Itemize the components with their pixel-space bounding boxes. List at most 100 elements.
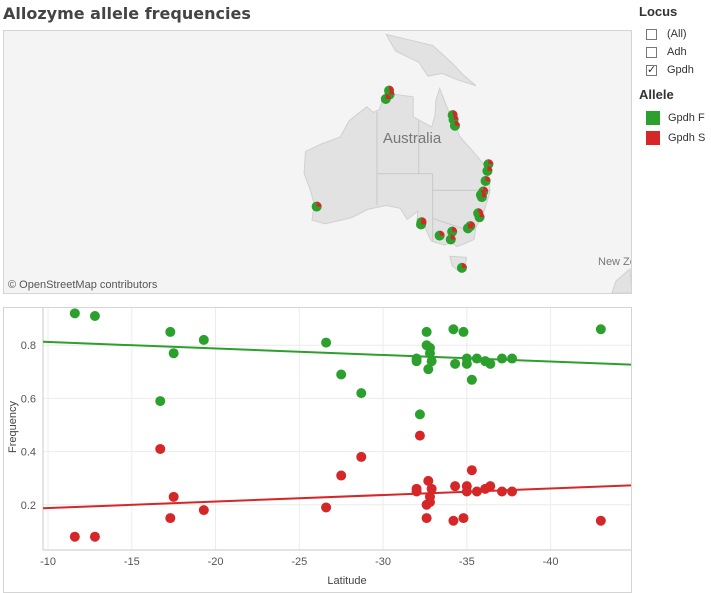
data-point[interactable] <box>89 531 100 542</box>
data-point[interactable] <box>198 505 209 516</box>
data-point[interactable] <box>450 358 461 369</box>
data-point[interactable] <box>485 358 496 369</box>
gpdh-s-slice <box>454 120 460 126</box>
site-marker[interactable] <box>445 234 456 245</box>
data-point[interactable] <box>198 334 209 345</box>
data-point[interactable] <box>89 310 100 321</box>
data-point[interactable] <box>450 481 461 492</box>
data-point[interactable] <box>321 337 332 348</box>
x-tick-label: -15 <box>124 556 140 568</box>
data-point[interactable] <box>168 348 179 359</box>
data-point[interactable] <box>595 324 606 335</box>
data-point[interactable] <box>466 465 477 476</box>
data-point[interactable] <box>165 326 176 337</box>
scatter-panel[interactable]: 0.2 0.4 0.6 0.8 -10 -15 -20 -25 -30 -35 -40 Latitud… <box>3 307 632 593</box>
data-point[interactable] <box>411 356 422 367</box>
checkbox[interactable] <box>646 28 657 40</box>
data-point[interactable] <box>321 502 332 513</box>
chart-title: Allozyme allele frequencies <box>3 4 251 23</box>
checkbox[interactable] <box>646 46 657 58</box>
site-marker[interactable] <box>449 120 460 131</box>
data-point[interactable] <box>336 470 347 481</box>
data-point[interactable] <box>595 515 606 526</box>
data-point[interactable] <box>471 486 482 497</box>
trend-line[interactable] <box>42 484 631 510</box>
gpdh-s-slice <box>478 208 484 214</box>
gpdh-s-slice <box>450 234 456 240</box>
data-point[interactable] <box>458 326 469 337</box>
scatter-plot[interactable]: 0.2 0.4 0.6 0.8 -10 -15 -20 -25 -30 -35 -40 Latitud… <box>4 308 631 592</box>
locus-option[interactable]: Adh <box>646 43 709 61</box>
data-point[interactable] <box>168 491 179 502</box>
site-marker[interactable] <box>416 219 427 230</box>
data-point[interactable] <box>507 486 518 497</box>
data-point[interactable] <box>414 430 425 441</box>
y-tick-label: 0.8 <box>21 340 36 352</box>
data-point[interactable] <box>448 515 459 526</box>
locus-option[interactable]: (All) <box>646 25 709 43</box>
map-canvas[interactable]: Australia New Ze <box>4 31 631 293</box>
data-point[interactable] <box>458 513 469 524</box>
data-point[interactable] <box>424 491 435 502</box>
map-attribution: © OpenStreetMap contributors <box>8 279 158 291</box>
data-point[interactable] <box>448 324 459 335</box>
gpdh-s-slice <box>452 110 458 116</box>
site-marker[interactable] <box>447 226 458 237</box>
site-marker[interactable] <box>482 165 493 176</box>
y-tick-label: 0.4 <box>21 447 36 459</box>
data-point[interactable] <box>155 396 166 407</box>
checkbox[interactable]: ✓ <box>646 63 657 76</box>
site-marker[interactable] <box>474 212 485 223</box>
data-point[interactable] <box>485 481 496 492</box>
data-point[interactable] <box>165 513 176 524</box>
data-point[interactable] <box>461 358 472 369</box>
gpdh-s-slice <box>483 186 489 192</box>
y-tick-label: 0.2 <box>21 500 36 512</box>
data-point[interactable] <box>411 486 422 497</box>
data-point[interactable] <box>426 483 437 494</box>
data-point[interactable] <box>69 531 80 542</box>
map-panel[interactable]: Australia New Ze © OpenStreetMap contribu… <box>3 30 632 294</box>
allele-legend-item[interactable]: Gpdh S <box>646 128 709 148</box>
locus-option[interactable]: ✓ Gpdh <box>646 61 709 79</box>
site-marker[interactable] <box>311 201 322 212</box>
data-point[interactable] <box>356 388 367 399</box>
data-point[interactable] <box>471 353 482 364</box>
data-point[interactable] <box>423 475 434 486</box>
data-point[interactable] <box>466 374 477 385</box>
data-point[interactable] <box>507 353 518 364</box>
data-point[interactable] <box>414 409 425 420</box>
site-marker[interactable] <box>480 175 491 186</box>
site-marker[interactable] <box>462 223 473 234</box>
site-marker[interactable] <box>456 262 467 273</box>
data-point[interactable] <box>461 481 472 492</box>
data-point[interactable] <box>155 443 166 454</box>
x-axis-title: Latitude <box>327 575 366 587</box>
gpdh-s-slice <box>485 175 491 181</box>
x-tick-label: -25 <box>291 556 307 568</box>
y-axis-title: Frequency <box>7 401 19 453</box>
gpdh-s-slice <box>385 94 391 100</box>
data-point[interactable] <box>423 364 434 375</box>
gpdh-s-slice <box>453 114 459 120</box>
trend-line[interactable] <box>42 340 631 366</box>
locus-legend-title: Locus <box>639 4 678 19</box>
data-point[interactable] <box>426 356 437 367</box>
site-marker[interactable] <box>380 94 391 105</box>
gpdh-s-slice <box>421 219 427 225</box>
data-point[interactable] <box>336 369 347 380</box>
data-point[interactable] <box>497 353 508 364</box>
allele-legend-label: Gpdh F <box>668 112 705 124</box>
data-point[interactable] <box>424 348 435 359</box>
data-point[interactable] <box>421 513 432 524</box>
data-point[interactable] <box>69 308 80 319</box>
data-point[interactable] <box>421 326 432 337</box>
allele-legend-item[interactable]: Gpdh F <box>646 108 709 128</box>
site-marker[interactable] <box>476 192 487 203</box>
data-point[interactable] <box>497 486 508 497</box>
y-tick-label: 0.6 <box>21 393 36 405</box>
australia-landmass <box>303 86 491 248</box>
data-point[interactable] <box>356 451 367 462</box>
site-marker[interactable] <box>434 230 445 241</box>
gpdh-s-slice <box>452 226 458 232</box>
